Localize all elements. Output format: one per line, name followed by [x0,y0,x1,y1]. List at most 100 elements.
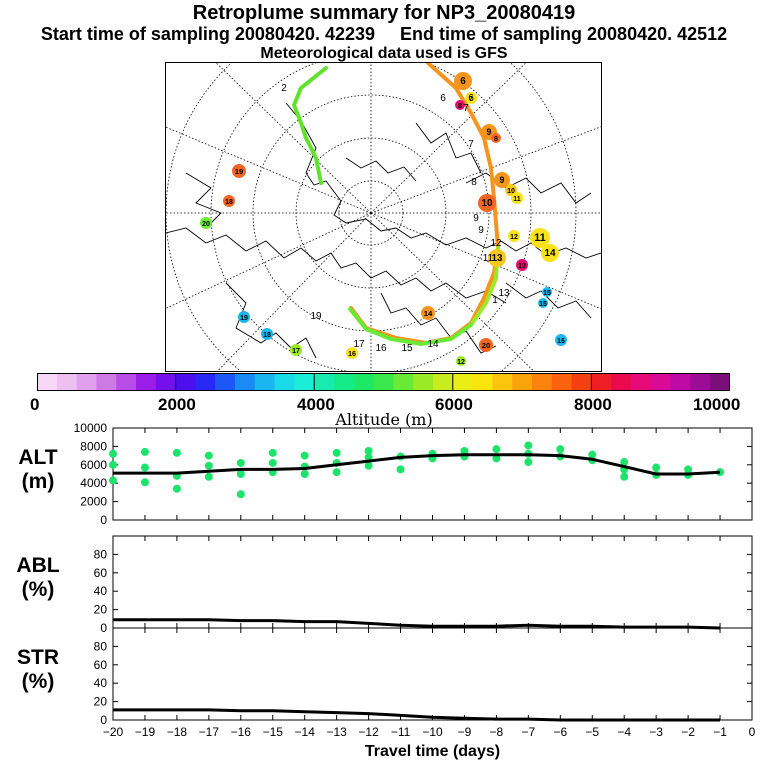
colorbar-cell [136,373,157,391]
y-tick-label: 0 [100,513,107,527]
scatter-point [236,470,245,478]
series-line [113,453,721,476]
scatter-point [460,447,469,455]
x-tick-label: −13 [326,725,347,739]
scatter-point [204,472,213,481]
coastline-path [465,172,592,204]
colorbar-cell [413,373,434,391]
x-tick-label: −16 [231,725,252,739]
plume-dot-label: 17 [292,348,300,355]
scatter-point [652,463,661,472]
timeseries-panels: 0200040006000800010000ALT(m)020406080ABL… [16,421,756,760]
grid-meridian [370,126,601,214]
x-tick-label: −17 [199,725,220,739]
day-label: 16 [375,343,387,354]
x-tick-label: −2 [681,725,695,739]
colorbar-cell [353,373,375,391]
colorbar-cell [690,373,711,391]
plume-dot-label: 10 [482,198,493,209]
scatter-point [109,460,117,469]
series-line [113,708,720,722]
grid-circle [166,63,577,371]
x-tick-label: −3 [649,725,663,739]
colorbar-cell [334,373,355,391]
day-label: 6 [440,93,446,104]
y-tick-label: 40 [94,584,108,598]
y-tick-label: 2000 [80,495,107,509]
plume-dot-label: 9 [487,127,492,137]
grid-meridian [166,126,372,214]
day-label: 7 [463,103,469,114]
end-time-label: End time of sampling 20080420. 42512 [400,24,728,44]
scatter-point [588,450,597,459]
colorbar-cells [37,373,730,391]
plume-dot-label: 18 [263,332,271,339]
plume-dot-label: 9 [500,175,505,185]
chart-title: Retroplume summary for NP3_20080419 [192,2,576,24]
day-label: 7 [468,139,474,150]
x-tick-label: −8 [490,725,504,739]
y-tick-label: 8000 [80,439,107,453]
colorbar-cell [532,373,553,391]
plume-dot-label: 19 [240,315,248,322]
day-label: 9 [473,213,479,224]
colorbar-cell [254,373,276,391]
panel-0: 0 2000 4000 6000 8000 10000 ALT(m) [18,421,753,527]
plume-dot [346,347,358,359]
scatter-point [236,458,245,467]
plume-dot-label: 6 [460,76,466,87]
colorbar-cell [195,373,216,391]
plume-dot [261,328,273,340]
plume-dot-label: 12 [457,359,465,366]
scatter-point [364,461,373,470]
y-axis-label: (%) [22,578,55,601]
colorbar-cell [175,373,196,391]
grid-meridian [370,212,535,371]
colorbar-cell [611,373,632,391]
plume-dot [494,172,510,188]
scatter-point [204,461,213,470]
y-tick-label: 80 [94,547,108,561]
plume-dot [232,164,246,178]
x-tick-label: −9 [458,725,472,739]
panel-1: 0 20 40 60 80 ABL(%) [16,535,753,635]
colorbar-tick-label: 4000 [297,395,335,414]
scatter-point [556,445,565,454]
scatter-point [172,484,181,493]
colorbar-cell [116,373,137,391]
y-tick-label: 60 [94,658,108,672]
day-label: 14 [427,339,439,350]
colorbar-cell [76,373,97,391]
day-label: 11 [483,253,494,264]
plume-dot-label: 13 [492,253,503,264]
plume-dot [508,230,520,242]
panel-frame [112,535,753,629]
colorbar-cell [591,373,612,391]
plume-dot-label: 19 [235,167,244,176]
y-tick-label: 20 [94,603,108,617]
x-tick-label: 0 [749,725,756,739]
scatter-point [620,458,629,467]
plume-dot-label: 15 [539,301,547,308]
x-tick-label: −11 [391,725,411,739]
panel-frame [112,627,753,721]
plume-dot-label: 7 [469,96,473,103]
colorbar-cell [96,373,117,391]
altitude-colorbar [37,373,730,391]
plume-dot [456,356,466,366]
plume-dot-label: 13 [518,263,526,270]
scatter-point [300,451,309,460]
y-axis-label: STR [17,646,59,669]
lat-lon-grid [166,63,601,371]
scatter-point [140,463,149,472]
x-tick-label: −6 [553,725,567,739]
plume-path-lowgreen [348,307,473,347]
x-tick-label: −4 [617,725,631,739]
y-tick-label: 60 [94,566,108,580]
colorbar-tick-label: 2000 [158,395,196,414]
grid-meridian [166,212,372,309]
plume-dot-label: 14 [424,309,433,318]
start-time-label: Start time of sampling 20080420. 42239 [40,24,375,44]
scatter-point [716,468,725,477]
y-tick-label: 0 [100,621,107,635]
